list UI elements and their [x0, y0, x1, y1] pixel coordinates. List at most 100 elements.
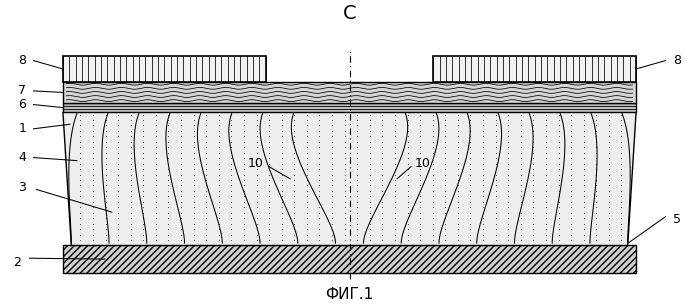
Point — [578, 178, 589, 182]
Point — [477, 232, 489, 237]
Point — [503, 123, 514, 128]
Point — [113, 178, 124, 182]
Point — [326, 150, 338, 155]
Point — [163, 134, 174, 139]
Point — [125, 221, 136, 226]
Point — [503, 210, 514, 215]
Point — [138, 167, 149, 171]
Point — [264, 172, 275, 177]
Point — [616, 112, 627, 117]
Point — [113, 134, 124, 139]
Point — [163, 199, 174, 204]
Point — [490, 112, 501, 117]
Point — [238, 145, 250, 150]
Point — [528, 183, 539, 188]
Point — [87, 227, 99, 232]
Point — [138, 232, 149, 237]
Point — [276, 112, 287, 117]
Point — [377, 140, 388, 144]
Point — [591, 205, 602, 210]
Point — [87, 156, 99, 161]
Point — [352, 210, 363, 215]
Point — [314, 140, 325, 144]
Point — [100, 210, 111, 215]
Point — [339, 172, 350, 177]
Point — [100, 156, 111, 161]
Point — [226, 145, 237, 150]
Point — [415, 194, 426, 199]
Point — [87, 183, 99, 188]
Point — [238, 183, 250, 188]
Point — [289, 150, 300, 155]
Point — [452, 172, 463, 177]
Text: 8: 8 — [18, 54, 27, 67]
Point — [578, 221, 589, 226]
Point — [565, 172, 577, 177]
Point — [339, 216, 350, 221]
Point — [314, 216, 325, 221]
Point — [238, 140, 250, 144]
Point — [339, 188, 350, 193]
Point — [138, 112, 149, 117]
Point — [503, 188, 514, 193]
Point — [326, 227, 338, 232]
Point — [339, 178, 350, 182]
Point — [175, 183, 187, 188]
Point — [75, 129, 86, 133]
Point — [352, 150, 363, 155]
Point — [87, 145, 99, 150]
Point — [565, 238, 577, 243]
Point — [402, 183, 413, 188]
Point — [452, 178, 463, 182]
Point — [314, 112, 325, 117]
Point — [377, 156, 388, 161]
Point — [314, 150, 325, 155]
Point — [150, 134, 161, 139]
Point — [163, 123, 174, 128]
Point — [616, 134, 627, 139]
Point — [213, 150, 224, 155]
Point — [377, 134, 388, 139]
Point — [503, 134, 514, 139]
Point — [452, 205, 463, 210]
Point — [301, 188, 312, 193]
Point — [238, 150, 250, 155]
Point — [591, 172, 602, 177]
Point — [87, 216, 99, 221]
Point — [364, 134, 375, 139]
Point — [465, 123, 476, 128]
Point — [75, 172, 86, 177]
Point — [150, 118, 161, 123]
Point — [364, 210, 375, 215]
Point — [415, 112, 426, 117]
Point — [402, 150, 413, 155]
Point — [138, 129, 149, 133]
Point — [465, 134, 476, 139]
Point — [163, 129, 174, 133]
Point — [603, 232, 614, 237]
Point — [364, 199, 375, 204]
Point — [540, 172, 552, 177]
Point — [188, 188, 199, 193]
Point — [226, 183, 237, 188]
Point — [503, 178, 514, 182]
Point — [113, 210, 124, 215]
Point — [553, 167, 564, 171]
Point — [175, 145, 187, 150]
Point — [477, 183, 489, 188]
Point — [138, 172, 149, 177]
Point — [477, 210, 489, 215]
Point — [163, 112, 174, 117]
Point — [578, 194, 589, 199]
Point — [465, 140, 476, 144]
Point — [540, 178, 552, 182]
Point — [301, 140, 312, 144]
Point — [503, 183, 514, 188]
Point — [301, 194, 312, 199]
Point — [276, 210, 287, 215]
Point — [591, 178, 602, 182]
Point — [314, 156, 325, 161]
Point — [314, 238, 325, 243]
Point — [301, 145, 312, 150]
Point — [503, 161, 514, 166]
